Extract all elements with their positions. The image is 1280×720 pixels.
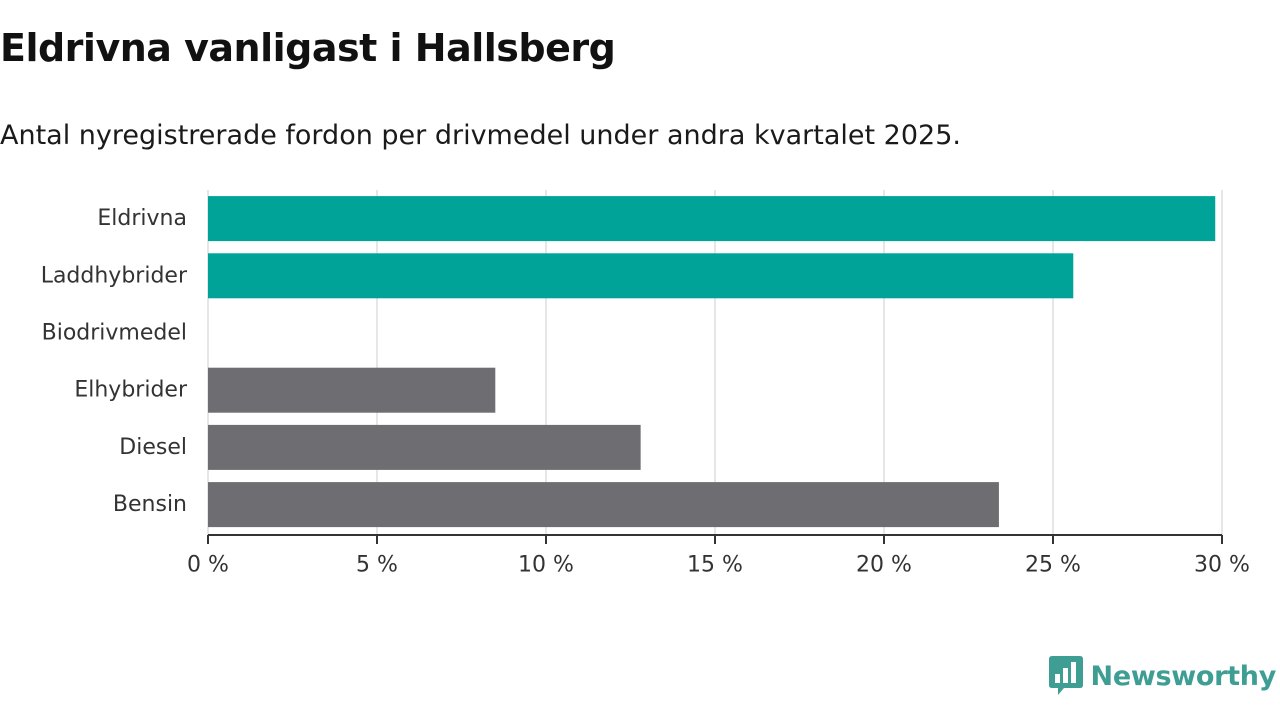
chart-subtitle: Antal nyregistrerade fordon per drivmede… (0, 120, 961, 151)
bar (208, 367, 496, 413)
chart-title: Eldrivna vanligast i Hallsberg (0, 26, 616, 70)
newsworthy-logo: Newsworthy (1048, 656, 1277, 696)
x-tick-label: 5 % (356, 553, 398, 578)
category-label: Biodrivmedel (42, 321, 187, 346)
grid-lines (207, 190, 1223, 535)
category-label: Eldrivna (97, 206, 187, 231)
bar-chart: 0 % 5 % 10 % 15 % 20 % 25 % 30 % Eldrivna Laddh… (41, 190, 1250, 578)
bar (208, 253, 1074, 299)
x-tick-label: 25 % (1025, 553, 1081, 578)
x-tick-label: 0 % (187, 553, 229, 578)
x-tick-label: 20 % (856, 553, 912, 578)
bars (208, 196, 1216, 528)
bar (208, 424, 641, 470)
category-labels: Eldrivna Laddhybrider Biodrivmedel Elhybrid… (41, 206, 188, 517)
x-axis: 0 % 5 % 10 % 15 % 20 % 25 % 30 % (187, 534, 1250, 578)
bar (208, 482, 999, 528)
brand-name: Newsworthy (1090, 660, 1277, 692)
x-tick-label: 15 % (687, 553, 743, 578)
category-label: Laddhybrider (41, 263, 188, 288)
category-label: Elhybrider (74, 378, 188, 403)
category-label: Bensin (113, 492, 187, 517)
x-tick-label: 10 % (518, 553, 574, 578)
newsworthy-chart-bubble-icon (1048, 656, 1083, 695)
x-tick-label: 30 % (1194, 553, 1250, 578)
category-label: Diesel (119, 435, 187, 460)
bar (208, 196, 1216, 242)
